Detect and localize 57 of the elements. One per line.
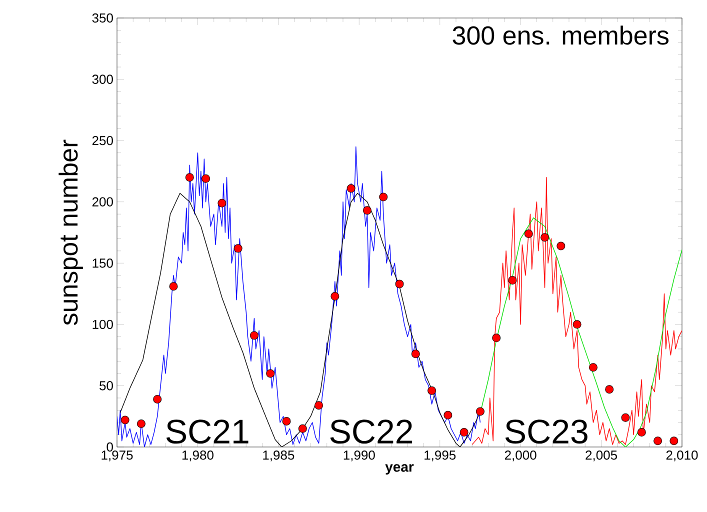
annotation: 300 ens. members [452, 26, 669, 45]
point [314, 401, 324, 410]
point [654, 436, 662, 446]
x-tick-label: 1,975 [102, 450, 133, 462]
point [588, 363, 598, 372]
point [218, 198, 226, 208]
point [330, 292, 340, 300]
point [460, 428, 468, 437]
point [169, 282, 178, 291]
point [492, 334, 501, 342]
point [266, 369, 275, 378]
point [508, 276, 517, 285]
point [540, 233, 550, 242]
y-tick-label: 150 [92, 258, 113, 268]
point [637, 428, 646, 437]
point [120, 416, 130, 424]
x-tick-label: 2,010 [666, 450, 698, 462]
point [234, 244, 242, 253]
point [605, 385, 614, 394]
x-axis-title: year [385, 464, 414, 475]
y-tick-label: 50 [100, 381, 113, 390]
point [362, 206, 372, 215]
y-tick-label: 250 [92, 136, 113, 146]
point [298, 424, 307, 433]
point [282, 417, 291, 426]
point [346, 184, 356, 193]
point [444, 410, 452, 420]
x-tick-label: 1,985 [263, 450, 294, 462]
point [556, 242, 566, 250]
point [185, 173, 194, 182]
x-tick-label: 1,990 [344, 450, 375, 462]
x-tick-label: 1,980 [182, 450, 214, 462]
x-tick-label: 2,000 [504, 450, 536, 462]
point [621, 413, 630, 422]
y-tick-label: 200 [92, 197, 113, 206]
point [524, 229, 533, 238]
point [202, 174, 210, 183]
point [411, 350, 420, 358]
point [250, 331, 258, 340]
annotation: SC21 [166, 420, 248, 444]
annotation: SC22 [330, 420, 412, 444]
point [572, 320, 582, 329]
point [136, 419, 146, 428]
annotation: SC23 [505, 420, 588, 444]
point [476, 407, 484, 416]
y-tick-label: 0 [106, 442, 113, 452]
point [670, 436, 678, 446]
y-tick-label: 100 [92, 320, 113, 330]
point [428, 386, 436, 395]
point [153, 394, 162, 404]
point [395, 280, 404, 288]
x-tick-label: 1,995 [424, 450, 456, 462]
y-tick-label: 300 [92, 74, 113, 84]
y-tick-label: 350 [92, 13, 113, 23]
x-tick-label: 2,005 [586, 450, 617, 462]
point [379, 192, 388, 202]
y-axis-title: sunspot number [58, 140, 83, 325]
